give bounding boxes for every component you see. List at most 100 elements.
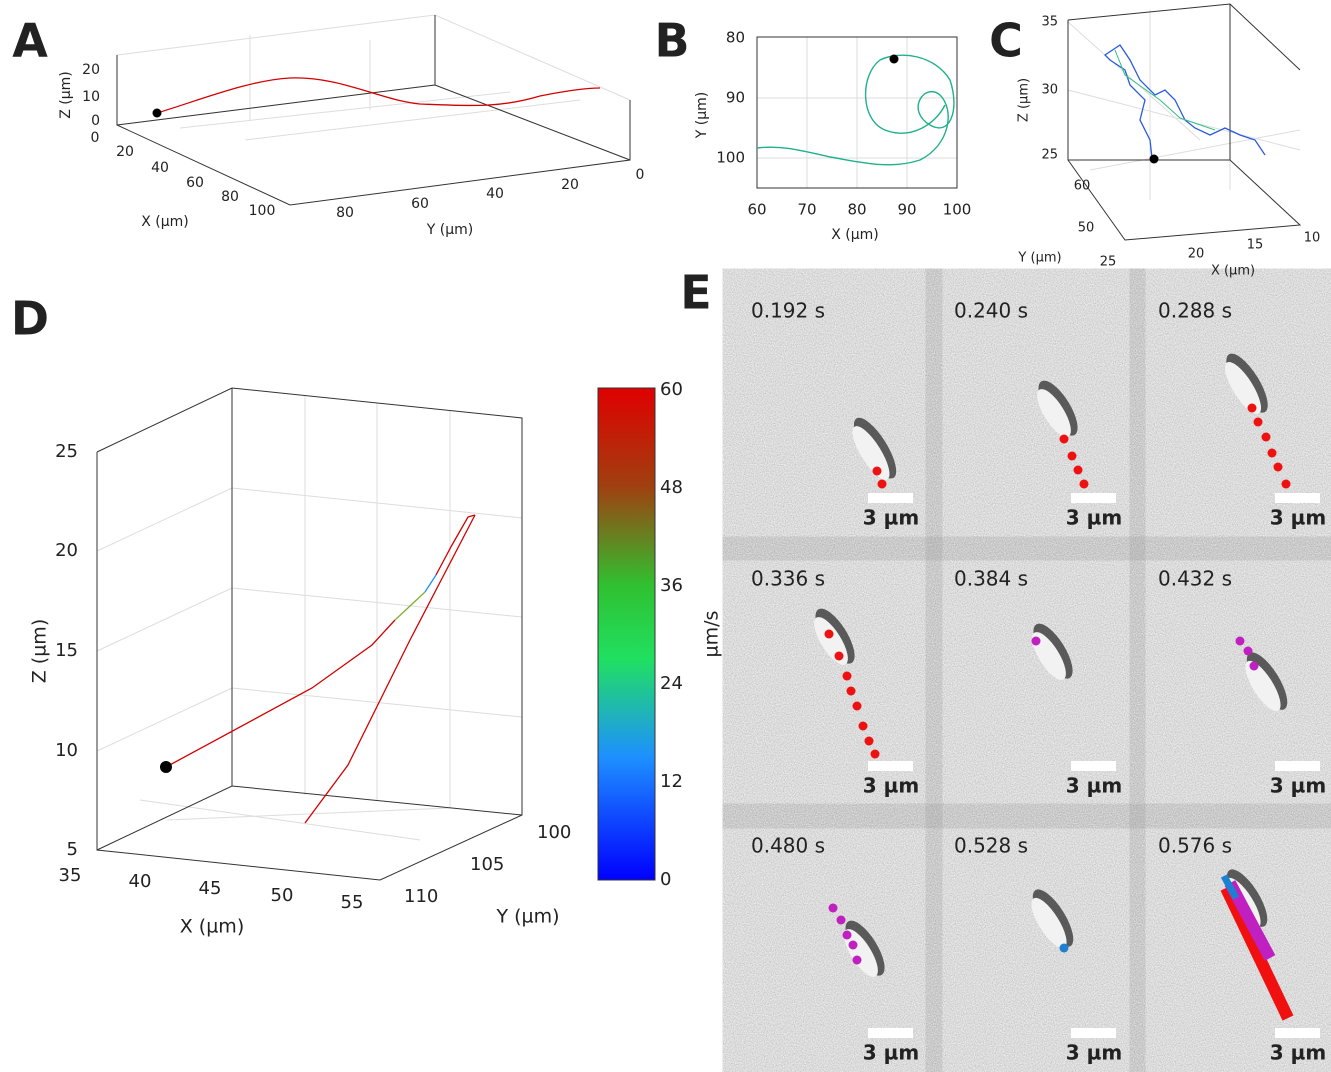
tick-label: 15 (1247, 238, 1264, 253)
track-dot (1067, 451, 1077, 461)
track-dot (1273, 462, 1283, 472)
track-dot (864, 736, 874, 746)
tick-label: 20 (1188, 247, 1205, 262)
scale-bar (868, 493, 913, 503)
tick-label: 25 (1041, 148, 1058, 163)
axis-label: X (µm) (141, 214, 189, 230)
tick-label: 12 (660, 771, 683, 792)
axis-label: Y (µm) (426, 222, 473, 238)
track-overlay (1220, 885, 1294, 1021)
axis-label: Z (µm) (29, 619, 51, 683)
track-dot (1247, 403, 1257, 413)
panel-d-axes (96, 387, 656, 881)
tick-label: 100 (943, 201, 972, 219)
tick-label: 25 (1100, 255, 1117, 270)
tick-label: 80 (847, 201, 866, 219)
track-dot (1281, 479, 1291, 489)
cell (1245, 660, 1281, 712)
tick-label: 110 (404, 886, 438, 907)
track-dot (1073, 465, 1083, 475)
tick-label: 20 (116, 144, 134, 160)
track-dot (842, 930, 852, 940)
tick-label: 60 (411, 196, 429, 212)
track-dot (834, 651, 844, 661)
track-dot (852, 701, 862, 711)
tick-label: 24 (660, 673, 683, 694)
track-dot (842, 671, 852, 681)
track-dot (1059, 943, 1069, 953)
track-dot (1059, 434, 1069, 444)
panel-letter: A (12, 14, 48, 68)
tick-label: 60 (186, 175, 204, 191)
axis-label: X (µm) (180, 916, 244, 938)
tick-label: 25 (55, 441, 78, 462)
tick-label: 70 (797, 201, 816, 219)
timestamp: 0.528 s (954, 834, 1028, 858)
track-dot (1243, 646, 1253, 656)
track-dot (1235, 636, 1245, 646)
tick-label: 40 (486, 186, 504, 202)
tick-label: 80 (336, 205, 354, 221)
timestamp: 0.240 s (954, 299, 1028, 323)
panel-letter: C (989, 14, 1023, 68)
track-dot (828, 903, 838, 913)
tick-label: 100 (249, 203, 276, 219)
tick-label: 100 (716, 149, 745, 167)
tick-label: 30 (1041, 83, 1058, 98)
panel-letter: B (654, 14, 689, 68)
tick-label: 80 (726, 29, 745, 47)
tick-label: 35 (1041, 15, 1058, 30)
scale-bar (868, 761, 913, 771)
track-dot (870, 749, 880, 759)
scale-bar (1275, 761, 1320, 771)
panel-b-axes (756, 36, 958, 189)
tick-label: 5 (67, 839, 78, 860)
scale-label: 3 µm (863, 774, 919, 798)
tick-label: 0 (91, 113, 100, 129)
tick-label: 10 (1304, 231, 1321, 246)
scale-label: 3 µm (1066, 774, 1122, 798)
track-dot (846, 686, 856, 696)
track-dot (836, 915, 846, 925)
scale-label: 3 µm (1270, 506, 1326, 530)
axis-label: X (µm) (1211, 264, 1255, 279)
track-dot (824, 629, 834, 639)
tick-label: 90 (897, 201, 916, 219)
tick-label: 60 (660, 379, 683, 400)
tick-label: 35 (59, 865, 82, 886)
colorbar-label: µm/s (701, 611, 723, 658)
scale-label: 3 µm (1270, 1041, 1326, 1065)
timestamp: 0.480 s (751, 834, 825, 858)
cell (1037, 389, 1071, 437)
track-dot (852, 955, 862, 965)
panel-letter: E (680, 266, 711, 320)
timestamp: 0.192 s (751, 299, 825, 323)
scale-label: 3 µm (1066, 1041, 1122, 1065)
tick-label: 90 (726, 89, 745, 107)
track-dot (872, 466, 882, 476)
track-dot (848, 940, 858, 950)
tick-label: 0 (91, 130, 100, 146)
tick-label: 15 (55, 640, 78, 661)
scale-label: 3 µm (863, 506, 919, 530)
cell (1224, 362, 1262, 414)
tick-label: 60 (747, 201, 766, 219)
axis-label: Y (µm) (694, 92, 710, 139)
track-dot (877, 479, 887, 489)
tick-label: 0 (660, 869, 671, 890)
panel-letter: D (11, 292, 49, 346)
axis-label: Z (µm) (1017, 78, 1032, 122)
tick-label: 50 (271, 885, 294, 906)
timestamp: 0.336 s (751, 567, 825, 591)
timestamp: 0.288 s (1158, 299, 1232, 323)
track-dot (1249, 661, 1259, 671)
track-dot (1031, 636, 1041, 646)
tick-label: 0 (636, 167, 645, 183)
tick-label: 20 (82, 62, 100, 78)
timestamp: 0.576 s (1158, 834, 1232, 858)
tick-label: 105 (470, 854, 504, 875)
scale-label: 3 µm (1270, 774, 1326, 798)
tick-label: 100 (537, 822, 571, 843)
tick-label: 50 (1078, 221, 1095, 236)
